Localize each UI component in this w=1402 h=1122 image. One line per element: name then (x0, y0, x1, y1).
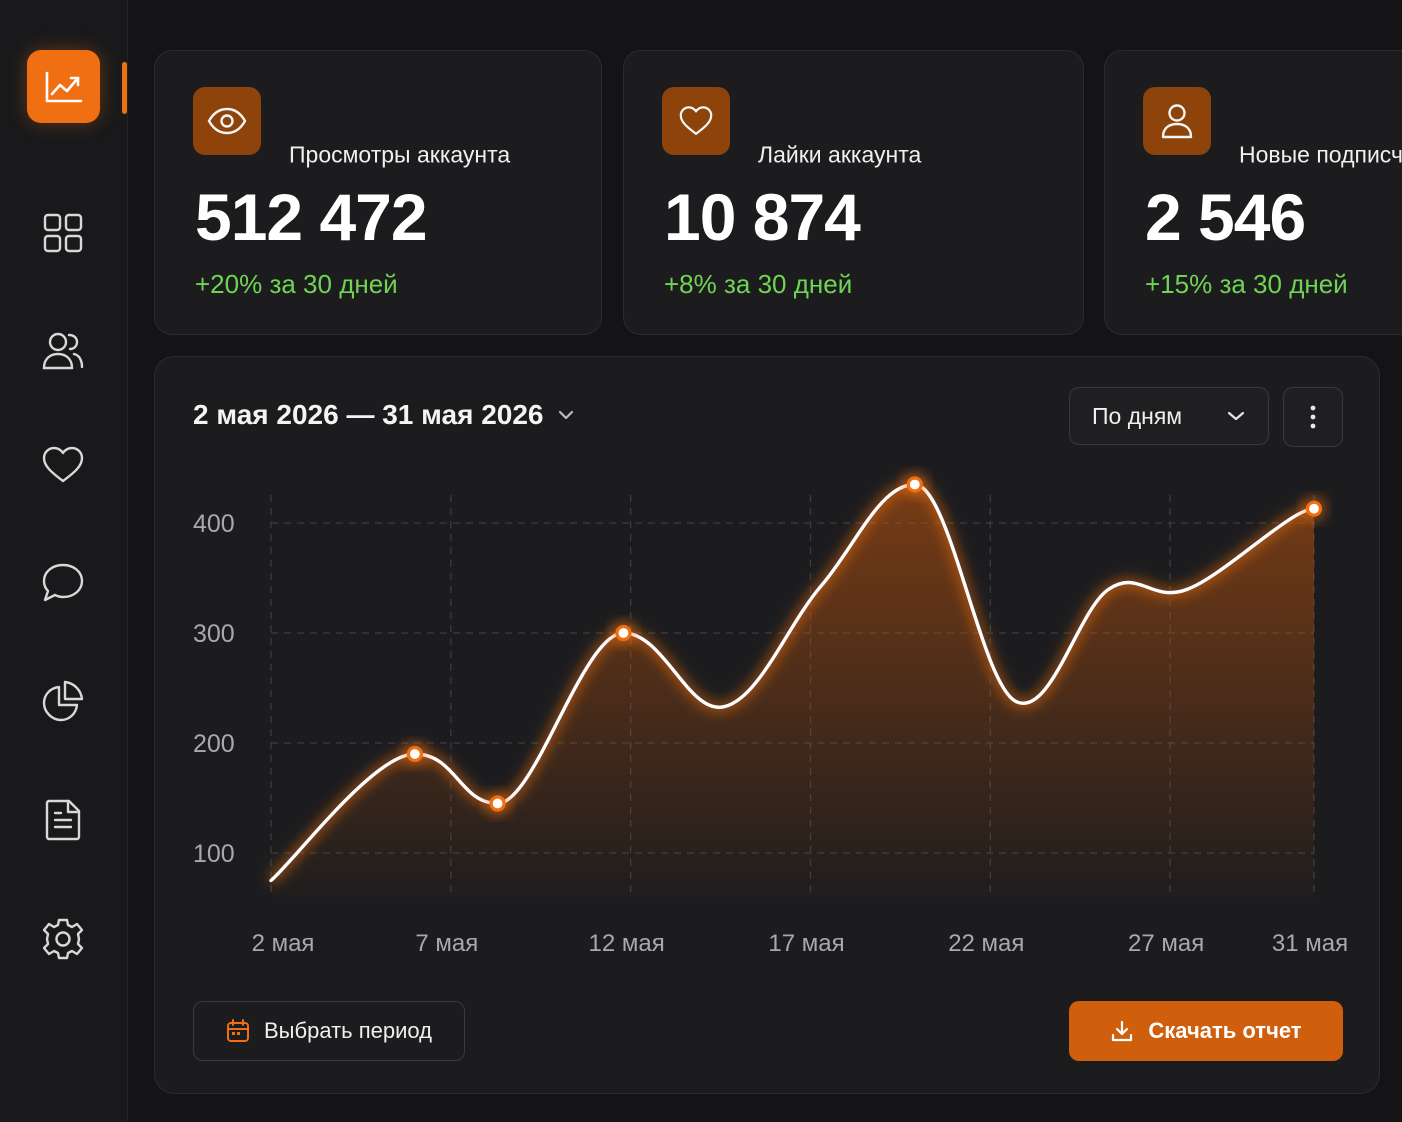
stat-title: Новые подписчики (1239, 141, 1402, 168)
stat-icon-box (193, 87, 261, 155)
chevron-down-icon (559, 410, 574, 420)
y-tick-label: 200 (193, 730, 235, 758)
stat-title: Просмотры аккаунта (289, 141, 511, 168)
y-tick-label: 400 (193, 510, 235, 538)
sidebar-item-likes[interactable] (38, 440, 88, 490)
chart-panel: 100 200 300 400 2 мая 7 мая 12 мая 17 мая 22 мая… (154, 356, 1380, 1094)
logo-button[interactable] (27, 50, 100, 123)
granularity-label: По дням (1092, 402, 1183, 429)
stat-delta: +15% за 30 дней (1145, 269, 1348, 299)
date-range-label: 2 мая 2026 — 31 мая 2026 (193, 399, 544, 430)
sidebar-item-reports[interactable] (38, 795, 88, 845)
granularity-select[interactable]: По дням (1069, 387, 1269, 445)
select-period-button[interactable]: Выбрать период (193, 1001, 465, 1061)
date-range-picker[interactable]: 2 мая 2026 — 31 мая 2026 (193, 399, 575, 431)
sidebar-item-analytics[interactable] (38, 676, 88, 726)
stat-card-likes: Лайки аккаунта 10 874 +8% за 30 дней (623, 50, 1084, 335)
x-tick-label: 22 мая (948, 930, 1024, 957)
stat-value: 10 874 (664, 180, 861, 254)
eye-icon (207, 107, 247, 135)
y-tick-label: 100 (193, 840, 235, 868)
grid-icon (43, 213, 83, 253)
stat-value: 2 546 (1145, 180, 1306, 254)
more-options-button[interactable] (1283, 387, 1343, 447)
download-report-button[interactable]: Скачать отчет (1069, 1001, 1343, 1061)
sidebar-item-dashboard[interactable] (38, 208, 88, 258)
x-tick-label: 31 мая (1272, 930, 1348, 957)
stat-delta: +20% за 30 дней (195, 269, 398, 299)
document-icon (45, 799, 81, 841)
series-line (269, 482, 1316, 883)
stat-card-views: Просмотры аккаунта 512 472 +20% за 30 дн… (154, 50, 602, 335)
stat-value: 512 472 (195, 180, 428, 254)
gear-icon (42, 918, 84, 960)
stat-title: Лайки аккаунта (758, 141, 922, 168)
sidebar-item-settings[interactable] (38, 914, 88, 964)
stat-icon-box (1143, 87, 1211, 155)
download-report-label: Скачать отчет (1148, 1018, 1302, 1043)
download-icon (1112, 1020, 1133, 1042)
more-vertical-icon (1310, 405, 1316, 429)
user-icon (1161, 104, 1193, 139)
data-point (1305, 500, 1323, 517)
heart-icon (679, 106, 713, 135)
heart-icon (42, 446, 84, 483)
stat-card-followers: Новые подписчики 2 546 +15% за 30 дней (1104, 50, 1402, 335)
calendar-icon (227, 1019, 249, 1042)
data-point (406, 745, 423, 763)
select-period-label: Выбрать период (264, 1018, 432, 1043)
x-tick-label: 17 мая (768, 930, 844, 957)
sidebar-item-audience[interactable] (38, 326, 88, 376)
stat-delta: +8% за 30 дней (664, 269, 853, 299)
x-tick-label: 2 мая (252, 930, 315, 957)
x-tick-label: 12 мая (589, 930, 665, 957)
stat-icon-box (662, 87, 730, 155)
sidebar (0, 0, 128, 1122)
users-icon (42, 332, 84, 370)
series-area (271, 484, 1314, 897)
y-tick-label: 300 (193, 620, 235, 648)
x-tick-label: 27 мая (1128, 930, 1204, 957)
pie-chart-icon (42, 680, 84, 722)
chat-icon (42, 563, 84, 602)
data-point (906, 476, 923, 493)
chevron-down-icon (1227, 411, 1245, 421)
data-point (489, 795, 506, 812)
data-point (615, 624, 632, 642)
sidebar-item-messages[interactable] (38, 558, 88, 608)
chart-line-up-icon (45, 71, 82, 102)
views-chart: 100 200 300 400 2 мая 7 мая 12 мая 17 мая 22 мая… (193, 471, 1348, 957)
active-indicator (122, 62, 127, 114)
x-tick-label: 7 мая (415, 930, 478, 957)
